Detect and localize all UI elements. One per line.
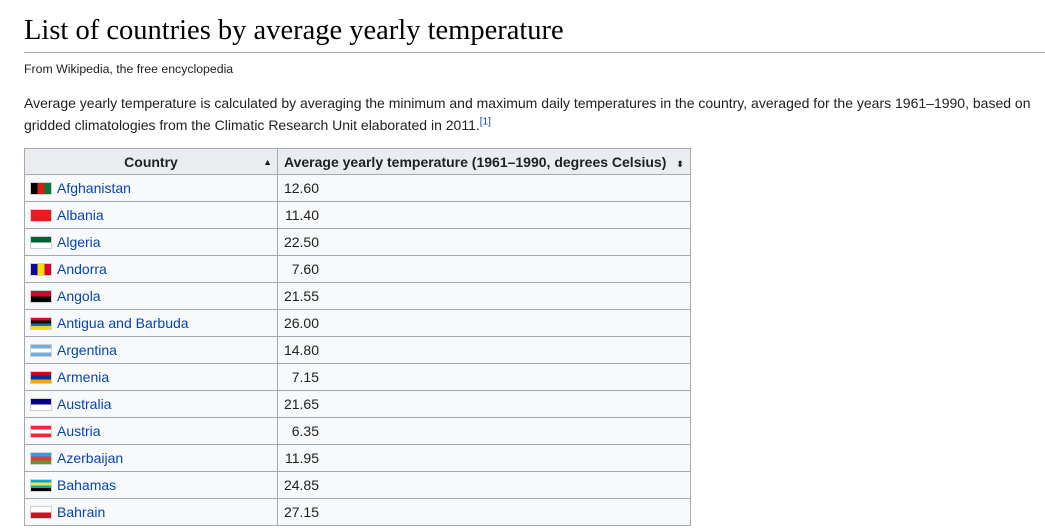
flag-austria-icon — [30, 425, 52, 439]
reference-link[interactable]: [1] — [479, 116, 491, 128]
country-cell: Armenia — [24, 363, 278, 392]
temperature-header-label: Average yearly temperature (1961–1990, d… — [284, 153, 667, 170]
temperature-cell: 7.15 — [277, 363, 691, 392]
table-row: Australia 21.65 — [24, 390, 691, 419]
table-row: Afghanistan 12.60 — [24, 174, 691, 203]
table-row: Albania 11.40 — [24, 201, 691, 230]
sort-ascending-icon[interactable]: ▲ — [263, 157, 272, 168]
intro-paragraph: Average yearly temperature is calculated… — [24, 92, 1034, 136]
flag-algeria-icon — [30, 236, 52, 250]
country-link[interactable]: Argentina — [57, 342, 117, 359]
flag-afghanistan-icon — [30, 182, 52, 196]
country-link[interactable]: Afghanistan — [57, 180, 131, 197]
country-cell: Algeria — [24, 228, 278, 257]
flag-albania-icon — [30, 209, 52, 223]
reference-sup: [1] — [480, 116, 491, 127]
table-header-row: Country ▲ Average yearly temperature (19… — [24, 148, 691, 176]
country-link[interactable]: Algeria — [57, 234, 101, 251]
country-link[interactable]: Bahamas — [57, 477, 117, 494]
country-link[interactable]: Albania — [57, 207, 104, 224]
temperature-value: 24.85 — [283, 477, 319, 494]
flag-andorra-icon — [30, 263, 52, 277]
country-cell: Bahrain — [24, 498, 278, 527]
country-link[interactable]: Antigua and Barbuda — [57, 315, 189, 332]
temperature-cell: 21.55 — [277, 282, 691, 311]
country-column-header[interactable]: Country ▲ — [24, 148, 278, 176]
flag-armenia-icon — [30, 371, 52, 385]
flag-azerbaijan-icon — [30, 452, 52, 466]
temperature-value: 7.60 — [291, 261, 319, 278]
temperature-value: 22.50 — [283, 234, 319, 251]
temperature-cell: 12.60 — [277, 174, 691, 203]
temperature-cell: 27.15 — [277, 498, 691, 527]
temperature-cell: 21.65 — [277, 390, 691, 419]
temperature-value: 7.15 — [291, 369, 319, 386]
country-cell: Bahamas — [24, 471, 278, 500]
temperature-cell: 11.95 — [277, 444, 691, 473]
tagline: From Wikipedia, the free encyclopedia — [24, 62, 234, 77]
country-link[interactable]: Azerbaijan — [57, 450, 124, 467]
table-row: Antigua and Barbuda 26.00 — [24, 309, 691, 338]
temperature-cell: 24.85 — [277, 471, 691, 500]
temperature-cell: 6.35 — [277, 417, 691, 446]
sort-both-icon[interactable]: ⬍ — [676, 158, 684, 169]
temperature-value: 21.55 — [283, 288, 319, 305]
temperature-table: Country ▲ Average yearly temperature (19… — [24, 148, 691, 527]
temperature-cell: 14.80 — [277, 336, 691, 365]
country-cell: Albania — [24, 201, 278, 230]
country-cell: Afghanistan — [24, 174, 278, 203]
table-row: Bahamas 24.85 — [24, 471, 691, 500]
temperature-cell: 26.00 — [277, 309, 691, 338]
temperature-value: 12.60 — [283, 180, 319, 197]
country-cell: Antigua and Barbuda — [24, 309, 278, 338]
temperature-value: 6.35 — [291, 423, 319, 440]
flag-australia-icon — [30, 398, 52, 412]
table-row: Angola 21.55 — [24, 282, 691, 311]
country-cell: Andorra — [24, 255, 278, 284]
table-row: Azerbaijan 11.95 — [24, 444, 691, 473]
table-body: Afghanistan 12.60 Albania 11.40 Algeria 22.50… — [24, 174, 691, 527]
table-row: Armenia 7.15 — [24, 363, 691, 392]
table-row: Bahrain 27.15 — [24, 498, 691, 527]
temperature-cell: 11.40 — [277, 201, 691, 230]
country-link[interactable]: Bahrain — [57, 504, 106, 521]
table-row: Argentina 14.80 — [24, 336, 691, 365]
temperature-value: 21.65 — [283, 396, 319, 413]
temperature-column-header[interactable]: Average yearly temperature (1961–1990, d… — [277, 148, 691, 176]
temperature-value: 11.95 — [285, 450, 319, 467]
country-link[interactable]: Andorra — [57, 261, 107, 278]
flag-argentina-icon — [30, 344, 52, 358]
table-row: Austria 6.35 — [24, 417, 691, 446]
temperature-value: 14.80 — [283, 342, 319, 359]
table-row: Andorra 7.60 — [24, 255, 691, 284]
flag-antigua-and-barbuda-icon — [30, 317, 52, 331]
table-row: Algeria 22.50 — [24, 228, 691, 257]
temperature-cell: 22.50 — [277, 228, 691, 257]
country-cell: Azerbaijan — [24, 444, 278, 473]
country-cell: Argentina — [24, 336, 278, 365]
country-link[interactable]: Austria — [57, 423, 101, 440]
temperature-value: 26.00 — [283, 315, 319, 332]
country-cell: Australia — [24, 390, 278, 419]
temperature-value: 11.40 — [285, 207, 319, 224]
temperature-value: 27.15 — [283, 504, 319, 521]
country-link[interactable]: Armenia — [57, 369, 110, 386]
page-title: List of countries by average yearly temp… — [24, 0, 1045, 54]
intro-text: Average yearly temperature is calculated… — [24, 95, 1031, 134]
country-header-label: Country — [124, 153, 178, 170]
country-link[interactable]: Australia — [57, 396, 112, 413]
country-cell: Angola — [24, 282, 278, 311]
flag-bahrain-icon — [30, 506, 52, 520]
temperature-cell: 7.60 — [277, 255, 691, 284]
flag-bahamas-icon — [30, 479, 52, 493]
flag-angola-icon — [30, 290, 52, 304]
country-link[interactable]: Angola — [57, 288, 101, 305]
country-cell: Austria — [24, 417, 278, 446]
